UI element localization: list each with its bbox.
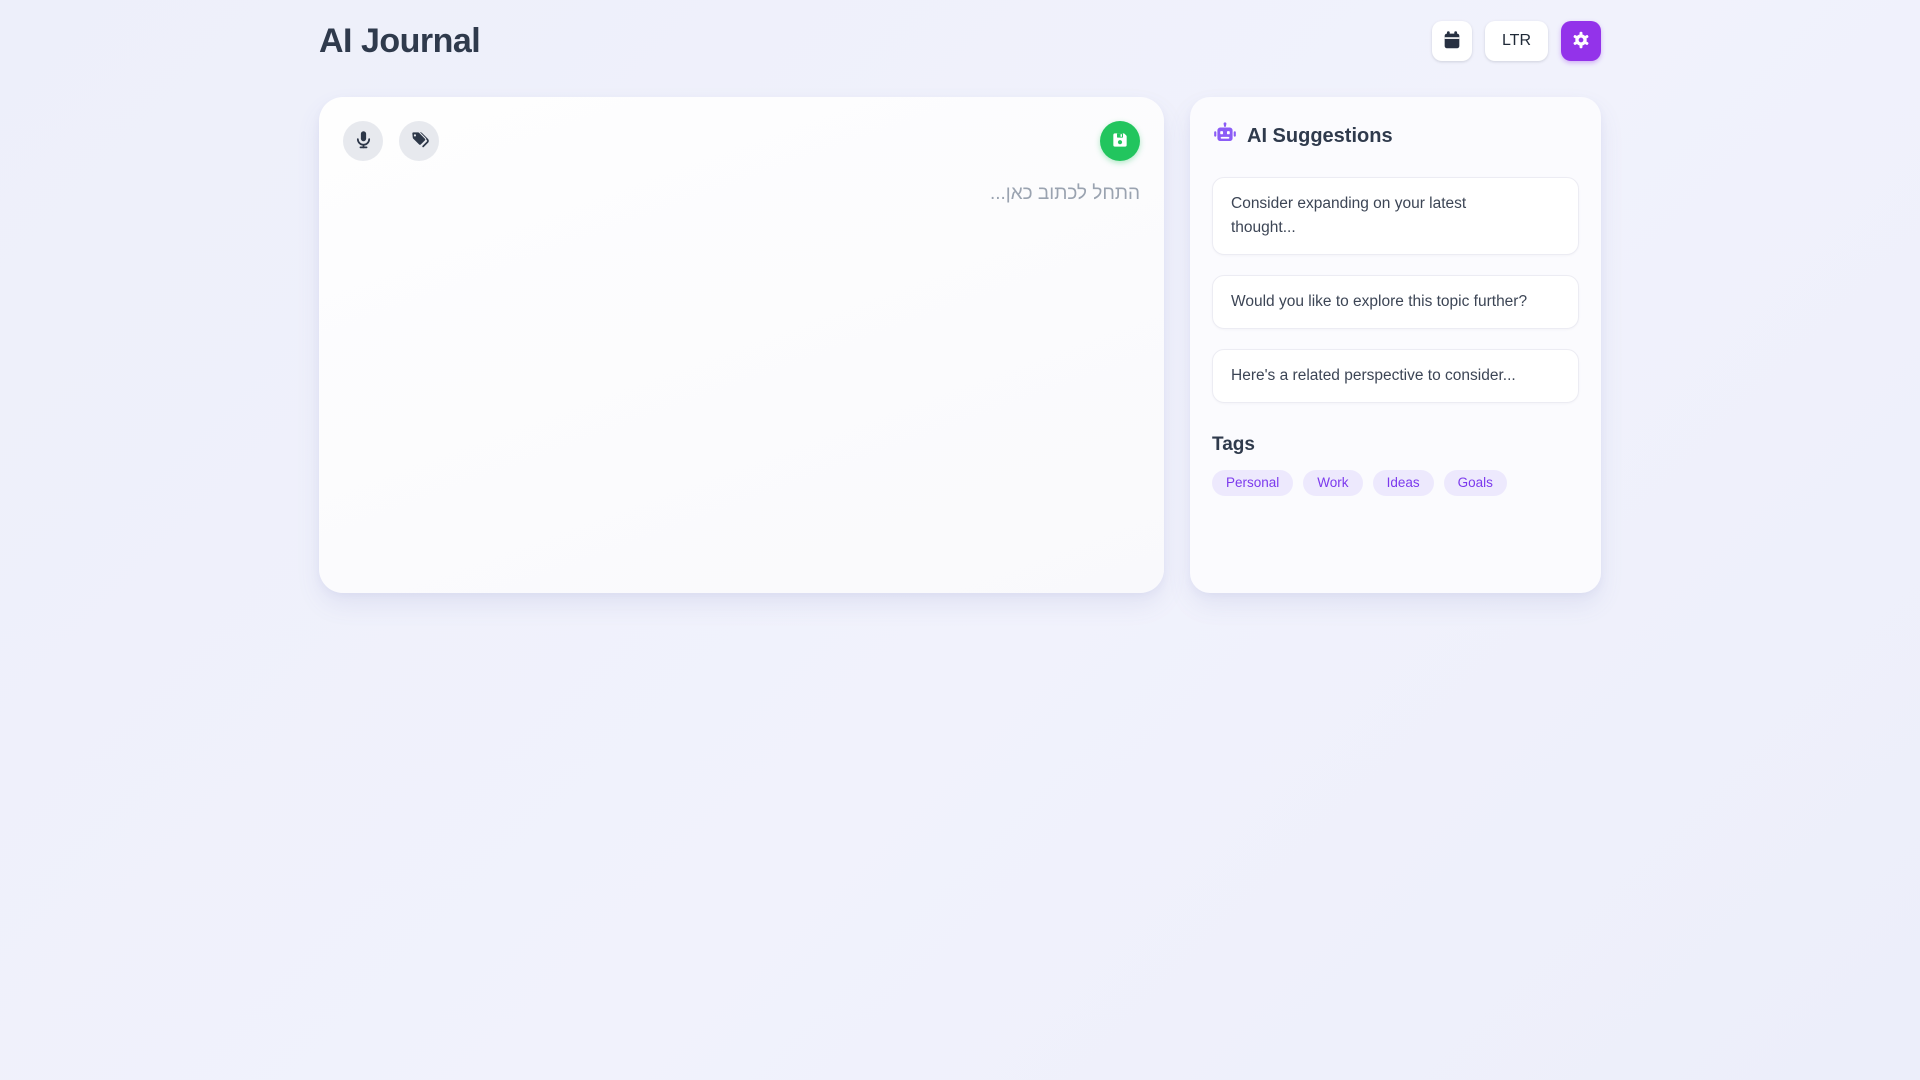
tag-pill-ideas[interactable]: Ideas: [1372, 470, 1434, 496]
suggestion-text: Would you like to explore this topic fur…: [1231, 293, 1528, 311]
tag-pill-work[interactable]: Work: [1303, 470, 1363, 496]
save-button[interactable]: [1100, 121, 1140, 161]
app-container: AI Journal LTR: [319, 0, 1601, 593]
suggestion-card[interactable]: Would you like to explore this topic fur…: [1212, 275, 1579, 330]
header: AI Journal LTR: [319, 19, 1601, 63]
journal-textarea[interactable]: [343, 179, 1140, 569]
header-actions: LTR: [1431, 21, 1601, 61]
suggestion-card[interactable]: Consider expanding on your latest though…: [1212, 177, 1579, 256]
tag-pill-goals[interactable]: Goals: [1443, 470, 1507, 496]
sidebar-title: AI Suggestions: [1247, 125, 1393, 147]
robot-icon: [1212, 121, 1238, 152]
save-icon: [1110, 130, 1130, 153]
microphone-button[interactable]: [343, 121, 383, 161]
suggestion-card[interactable]: Here's a related perspective to consider…: [1212, 349, 1579, 404]
journal-editor-card: [319, 97, 1164, 593]
page-title: AI Journal: [319, 21, 481, 60]
direction-toggle-button[interactable]: LTR: [1484, 21, 1548, 61]
suggestion-text: Here's a related perspective to consider…: [1231, 367, 1516, 385]
tags-icon: [409, 129, 430, 153]
settings-button[interactable]: [1561, 21, 1601, 61]
microphone-icon: [353, 129, 374, 153]
tag-list: Personal Work Ideas Goals: [1212, 470, 1579, 496]
tag-pill-personal[interactable]: Personal: [1212, 470, 1294, 496]
suggestion-text: Consider expanding on your latest though…: [1231, 195, 1467, 237]
editor-toolbar: [343, 121, 1140, 161]
sidebar-header: AI Suggestions: [1212, 121, 1579, 152]
ai-suggestions-panel: AI Suggestions Consider expanding on you…: [1190, 97, 1601, 593]
gear-icon: [1570, 29, 1592, 54]
calendar-button[interactable]: [1431, 21, 1472, 61]
tags-button[interactable]: [399, 121, 439, 161]
tags-title: Tags: [1212, 434, 1255, 456]
calendar-icon: [1441, 29, 1463, 54]
main-content: AI Suggestions Consider expanding on you…: [319, 97, 1601, 593]
